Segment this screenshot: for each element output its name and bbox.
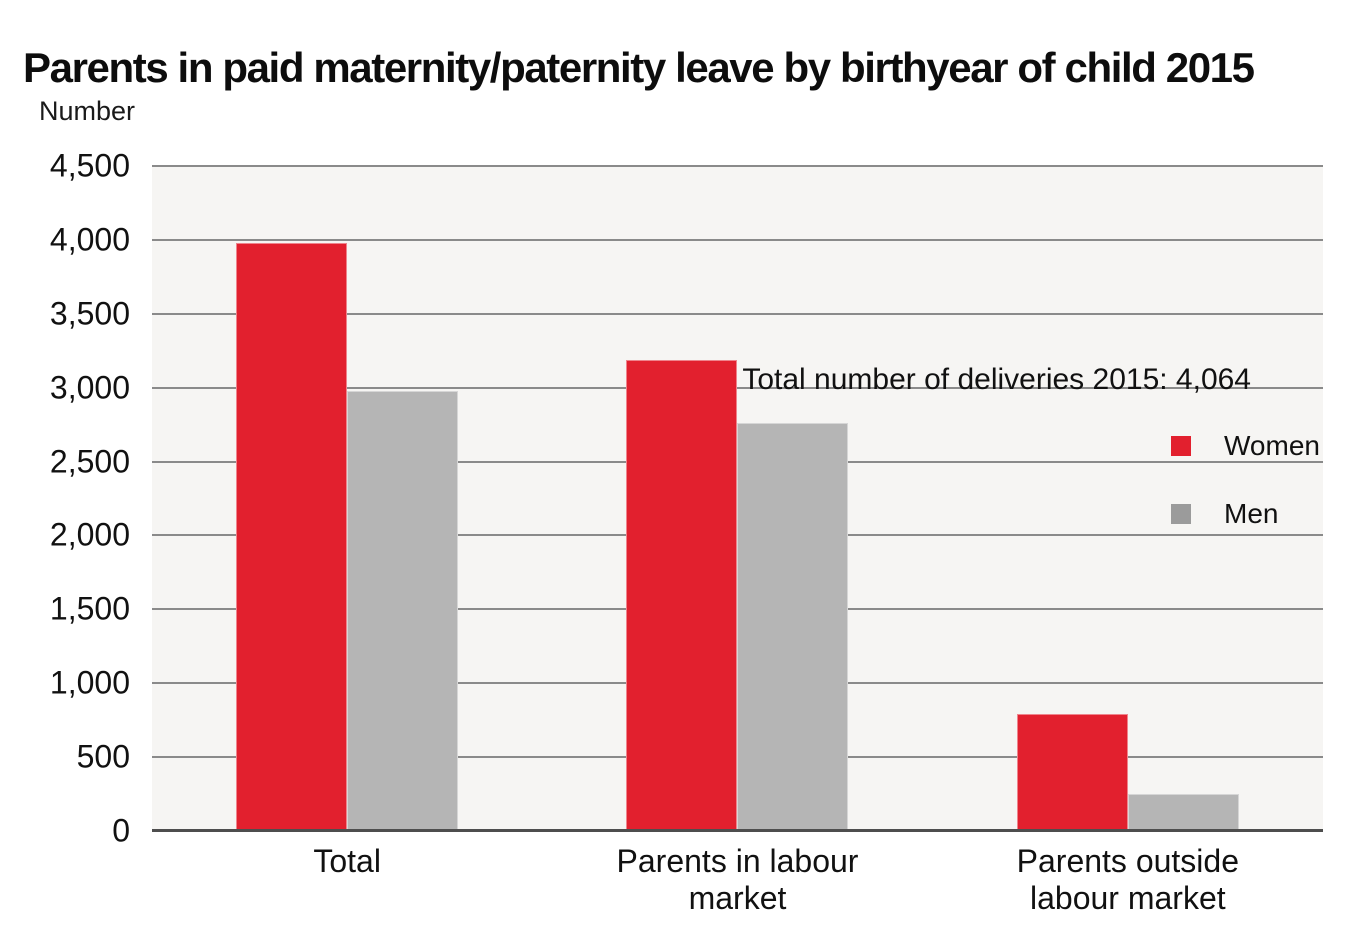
plot-area: Total number of deliveries 2015: 4,064 W… xyxy=(152,165,1323,832)
y-tick-label: 0 xyxy=(112,812,130,849)
category-label-0: Total xyxy=(313,843,381,879)
legend-item-men: Men xyxy=(1171,497,1320,531)
y-tick-label: 1,000 xyxy=(49,664,130,701)
legend-swatch-women xyxy=(1171,436,1191,456)
deliveries-annotation: Total number of deliveries 2015: 4,064 xyxy=(742,363,1251,396)
bar-men-2 xyxy=(1127,794,1239,831)
y-tick-label: 2,000 xyxy=(49,516,130,553)
legend: Women Men xyxy=(1171,429,1320,565)
legend-item-women: Women xyxy=(1171,429,1320,463)
legend-label: Women xyxy=(1224,430,1320,461)
bar-groups xyxy=(152,166,1323,831)
x-category-labels: Total Parents in labour market Parents out… xyxy=(152,843,1323,917)
gridline xyxy=(152,312,1323,315)
bar-men-0 xyxy=(347,390,459,831)
gridline xyxy=(152,386,1323,389)
bar-women-2 xyxy=(1016,714,1128,831)
y-tick-label: 4,500 xyxy=(49,147,130,184)
bar-group-0 xyxy=(152,166,542,831)
y-axis-tick-labels: 0 500 1,000 1,500 2,000 2,500 3,000 3,500 4,000 4… xyxy=(0,148,132,849)
y-tick-label: 1,500 xyxy=(49,590,130,627)
y-axis-unit-label: Number xyxy=(39,96,136,126)
legend-swatch-men xyxy=(1171,504,1191,524)
gridline xyxy=(152,165,1323,167)
page-title: Parents in paid maternity/paternity leav… xyxy=(23,44,1255,92)
bar-men-1 xyxy=(737,423,849,831)
category-label-1: Parents in labour market xyxy=(616,843,859,917)
y-tick-label: 2,500 xyxy=(49,443,130,480)
y-tick-label: 3,500 xyxy=(49,295,130,332)
bar-group-1 xyxy=(542,166,932,831)
y-tick-label: 500 xyxy=(76,738,130,775)
gridline xyxy=(152,238,1323,241)
x-axis-baseline xyxy=(152,829,1323,832)
bar-women-1 xyxy=(626,359,738,831)
legend-label: Men xyxy=(1224,498,1279,529)
y-tick-label: 4,000 xyxy=(49,221,130,258)
category-label-2: Parents outside labour market xyxy=(1016,843,1239,917)
y-tick-label: 3,000 xyxy=(49,369,130,406)
bar-group-2 xyxy=(933,166,1323,831)
bar-women-0 xyxy=(236,242,348,831)
